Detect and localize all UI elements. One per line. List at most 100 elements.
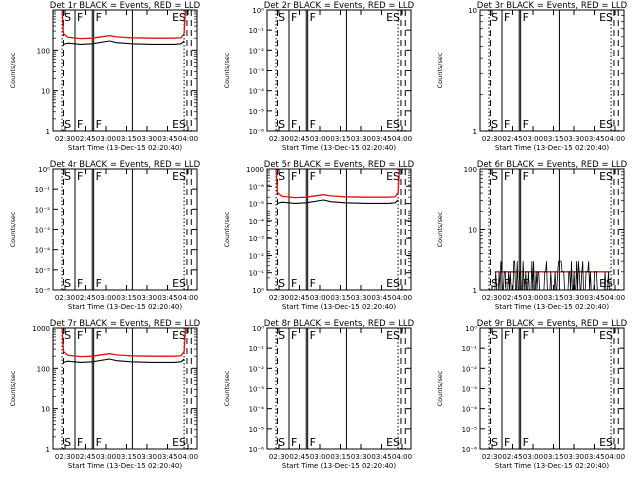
y-axis-label: Counts/sec xyxy=(223,52,231,88)
event-marker-label: F xyxy=(504,436,510,449)
x-tick-label: 03:15 xyxy=(330,294,350,302)
y-tick-label: 1000 xyxy=(246,166,264,174)
event-marker-label: F xyxy=(77,118,83,131)
event-marker-label: ES xyxy=(386,11,400,24)
x-tick-label: 03:15 xyxy=(543,135,563,143)
x-tick-label: 04:00 xyxy=(605,294,625,302)
event-marker-label: S xyxy=(491,170,498,183)
event-marker-label: F xyxy=(310,277,316,290)
x-tick-label: 02:30 xyxy=(269,453,289,461)
x-tick-label: 02:30 xyxy=(482,294,502,302)
x-tick-label: 03:45 xyxy=(584,453,604,461)
x-tick-label: 03:30 xyxy=(351,453,371,461)
event-marker-label: ES xyxy=(599,436,613,449)
x-tick-label: 02:45 xyxy=(75,453,95,461)
y-tick-label: 10⁻⁶ xyxy=(462,446,478,454)
x-tick-label: 02:30 xyxy=(269,294,289,302)
y-tick-label: 100 xyxy=(464,166,477,174)
event-marker-label: S xyxy=(64,118,71,131)
x-tick-label: 04:00 xyxy=(392,453,412,461)
chart-title: Det 8r BLACK = Events, RED = LLD xyxy=(264,319,415,329)
x-tick-label: 03:15 xyxy=(116,453,136,461)
series-line-events xyxy=(277,199,399,204)
y-axis-label: Counts/sec xyxy=(436,211,444,247)
event-marker-label: F xyxy=(291,170,297,183)
y-tick-label: 10⁻² xyxy=(249,365,265,373)
event-marker-label: F xyxy=(291,11,297,24)
x-tick-label: 02:45 xyxy=(289,135,309,143)
chart-title: Det 3r BLACK = Events, RED = LLD xyxy=(477,1,628,11)
event-marker-label: ES xyxy=(386,436,400,449)
y-tick-label: 10⁻¹ xyxy=(462,345,478,353)
x-tick-label: 03:30 xyxy=(351,294,371,302)
y-tick-label: 1000 xyxy=(32,325,50,333)
x-axis-label: Start Time (13-Dec-15 02:20:40) xyxy=(282,303,396,311)
x-tick-label: 03:15 xyxy=(543,453,563,461)
event-marker-label: ES xyxy=(172,170,186,183)
x-tick-label: 04:00 xyxy=(178,135,198,143)
series-line-events xyxy=(63,40,185,45)
x-tick-label: 03:00 xyxy=(523,453,543,461)
event-marker-label: F xyxy=(77,11,83,24)
plot-frame xyxy=(52,168,198,291)
event-marker-label: F xyxy=(77,277,83,290)
y-axis-label: Counts/sec xyxy=(223,370,231,406)
x-axis-label: Start Time (13-Dec-15 02:20:40) xyxy=(282,462,396,470)
event-marker-label: ES xyxy=(172,118,186,131)
x-axis-label: Start Time (13-Dec-15 02:20:40) xyxy=(495,303,609,311)
x-axis-label: Start Time (13-Dec-15 02:20:40) xyxy=(68,144,182,152)
event-marker-label: F xyxy=(77,170,83,183)
y-tick-label: 10⁻³ xyxy=(462,386,478,394)
x-tick-label: 03:15 xyxy=(116,135,136,143)
x-tick-label: 03:00 xyxy=(310,294,330,302)
event-marker-label: ES xyxy=(599,11,613,24)
x-tick-label: 03:45 xyxy=(584,294,604,302)
y-axis-label: Counts/sec xyxy=(436,52,444,88)
event-marker-label: S xyxy=(278,118,285,131)
x-tick-label: 04:00 xyxy=(605,453,625,461)
x-tick-label: 03:00 xyxy=(310,453,330,461)
y-tick-label: 10 xyxy=(468,227,477,235)
event-marker-label: ES xyxy=(599,329,613,342)
x-tick-label: 03:00 xyxy=(523,135,543,143)
plot-frame xyxy=(266,9,412,132)
plot-frame xyxy=(266,168,412,291)
event-marker-label: ES xyxy=(386,277,400,290)
x-tick-label: 02:30 xyxy=(269,135,289,143)
x-tick-label: 02:30 xyxy=(482,135,502,143)
chart-title: Det 9r BLACK = Events, RED = LLD xyxy=(477,319,628,329)
y-tick-label: 100 xyxy=(37,47,50,55)
chart-title: Det 7r BLACK = Events, RED = LLD xyxy=(50,319,201,329)
y-axis-label: Counts/sec xyxy=(436,370,444,406)
y-tick-label: 10⁻² xyxy=(462,365,478,373)
x-tick-label: 03:00 xyxy=(310,135,330,143)
event-marker-label: F xyxy=(96,170,102,183)
y-tick-label: 10⁻⁵ xyxy=(249,201,265,209)
x-tick-label: 02:45 xyxy=(502,294,522,302)
y-tick-label: 10⁻⁴ xyxy=(249,406,265,414)
chart-panel: Det 8r BLACK = Events, RED = LLD Counts/s… xyxy=(223,319,415,470)
x-axis-label: Start Time (13-Dec-15 02:20:40) xyxy=(495,144,609,152)
event-marker-label: F xyxy=(523,170,529,183)
y-tick-label: 10⁻² xyxy=(249,47,265,55)
x-tick-label: 03:30 xyxy=(564,453,584,461)
event-marker-label: F xyxy=(504,11,510,24)
event-marker-label: F xyxy=(310,329,316,342)
x-tick-label: 03:00 xyxy=(96,453,116,461)
event-marker-label: S xyxy=(64,277,71,290)
series-line-lld xyxy=(61,327,187,358)
x-tick-label: 02:30 xyxy=(482,453,502,461)
y-tick-label: 10⁻⁴ xyxy=(462,406,478,414)
event-marker-label: S xyxy=(64,436,71,449)
event-marker-label: ES xyxy=(599,170,613,183)
y-tick-label: 10⁰ xyxy=(252,287,264,295)
chart-panel: Det 9r BLACK = Events, RED = LLD Counts/s… xyxy=(436,319,628,470)
event-marker-label: F xyxy=(291,277,297,290)
event-marker-label: F xyxy=(504,277,510,290)
event-marker-label: S xyxy=(491,118,498,131)
event-marker-label: ES xyxy=(386,118,400,131)
event-marker-label: ES xyxy=(386,170,400,183)
y-axis-label: Counts/sec xyxy=(9,52,17,88)
x-tick-label: 03:30 xyxy=(137,135,157,143)
